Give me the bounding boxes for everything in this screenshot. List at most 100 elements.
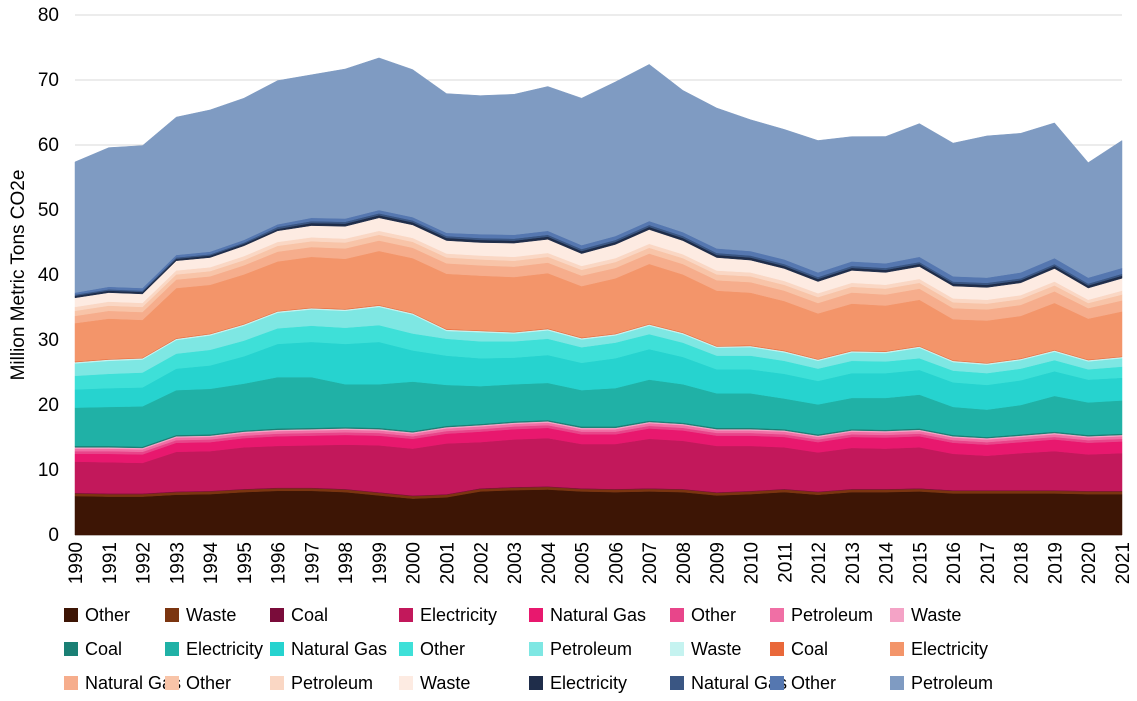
- legend-label: Coal: [85, 638, 123, 659]
- legend-item: Petroleum: [529, 635, 632, 663]
- x-tick-label: 2012: [809, 542, 830, 584]
- legend-item: Electricity: [399, 601, 497, 629]
- x-tick-label: 2019: [1046, 542, 1067, 584]
- x-tick-label: 2011: [775, 542, 796, 583]
- legend-item: Electricity: [529, 669, 627, 697]
- area-series-24-petroleum: [74, 57, 1123, 293]
- legend-swatch: [890, 676, 904, 690]
- legend-label: Waste: [911, 604, 962, 625]
- legend-label: Natural Gas: [85, 672, 182, 693]
- x-tick-label: 2021: [1113, 542, 1134, 584]
- legend-swatch: [64, 608, 78, 622]
- x-tick-label: 1991: [100, 542, 121, 584]
- legend-item: Other: [670, 601, 736, 629]
- legend-swatch: [670, 608, 684, 622]
- legend-item: Coal: [270, 601, 328, 629]
- legend-label: Waste: [420, 672, 471, 693]
- legend-item: Waste: [890, 601, 961, 629]
- y-tick-label: 0: [48, 525, 59, 546]
- x-tick-label: 1993: [167, 542, 188, 584]
- x-tick-label: 2004: [539, 542, 560, 585]
- y-tick-label: 20: [38, 395, 59, 416]
- legend-item: Natural Gas: [529, 601, 646, 629]
- legend-label: Natural Gas: [691, 672, 788, 693]
- legend-swatch: [890, 608, 904, 622]
- legend-swatch: [64, 642, 78, 656]
- x-tick-label: 2008: [674, 542, 695, 584]
- legend-swatch: [770, 676, 784, 690]
- legend-label: Coal: [791, 638, 829, 659]
- legend-item: Petroleum: [270, 669, 373, 697]
- x-tick-label: 1995: [235, 542, 256, 584]
- legend-label: Electricity: [420, 604, 498, 625]
- legend-label: Other: [85, 604, 131, 625]
- legend-label: Petroleum: [550, 638, 633, 659]
- legend-label: Electricity: [911, 638, 989, 659]
- legend-swatch: [529, 676, 543, 690]
- x-tick-label: 2016: [944, 542, 965, 584]
- legend-item: Electricity: [165, 635, 263, 663]
- x-tick-label: 1997: [302, 542, 323, 584]
- legend-swatch: [165, 642, 179, 656]
- legend-swatch: [770, 642, 784, 656]
- x-tick-label: 1999: [370, 542, 391, 584]
- y-tick-label: 10: [38, 460, 59, 481]
- legend-item: Waste: [165, 601, 236, 629]
- legend-label: Coal: [291, 604, 329, 625]
- x-tick-label: 1992: [134, 542, 155, 584]
- legend-swatch: [270, 642, 284, 656]
- x-tick-label: 2005: [573, 542, 594, 584]
- legend-label: Petroleum: [791, 604, 874, 625]
- legend-item: Electricity: [890, 635, 988, 663]
- y-tick-label: 30: [38, 330, 59, 351]
- legend-label: Other: [691, 604, 737, 625]
- x-tick-label: 2002: [471, 542, 492, 584]
- x-tick-label: 2007: [640, 542, 661, 584]
- legend-label: Natural Gas: [550, 604, 647, 625]
- y-tick-label: 80: [38, 5, 59, 26]
- legend-swatch: [64, 676, 78, 690]
- legend-swatch: [770, 608, 784, 622]
- legend-item: Natural Gas: [270, 635, 387, 663]
- legend-swatch: [165, 608, 179, 622]
- legend-label: Electricity: [186, 638, 264, 659]
- legend-item: Coal: [64, 635, 122, 663]
- x-tick-label: 2015: [910, 542, 931, 584]
- y-tick-label: 50: [38, 200, 59, 221]
- x-tick-label: 2003: [505, 542, 526, 584]
- x-tick-label: 1998: [336, 542, 357, 584]
- area-series-1-other: [74, 489, 1123, 536]
- legend-swatch: [270, 608, 284, 622]
- legend-item: Petroleum: [770, 601, 873, 629]
- x-tick-label: 2013: [843, 542, 864, 584]
- legend-label: Other: [420, 638, 466, 659]
- x-tick-label: 2020: [1079, 542, 1100, 584]
- legend-label: Electricity: [550, 672, 628, 693]
- x-tick-label: 2017: [978, 542, 999, 584]
- legend-swatch: [670, 676, 684, 690]
- legend-label: Natural Gas: [291, 638, 388, 659]
- x-tick-label: 2001: [438, 542, 459, 584]
- legend-item: Waste: [399, 669, 470, 697]
- x-tick-label: 2010: [742, 542, 763, 584]
- x-tick-label: 2000: [404, 542, 425, 584]
- axes: 0 10 20 30 40 50 60 70 80 1990 1991 1992 1993 1994 199…: [38, 5, 1134, 584]
- legend-swatch: [399, 676, 413, 690]
- y-tick-label: 70: [38, 70, 59, 91]
- legend-label: Other: [791, 672, 837, 693]
- legend-item: Petroleum: [890, 669, 993, 697]
- legend-swatch: [399, 608, 413, 622]
- legend-swatch: [165, 676, 179, 690]
- legend-swatch: [270, 676, 284, 690]
- legend-item: Waste: [670, 635, 741, 663]
- legend-item: Natural Gas: [64, 669, 181, 697]
- y-axis-title: Million Metric Tons CO2e: [8, 170, 29, 381]
- legend-item: Natural Gas: [670, 669, 787, 697]
- legend-label: Petroleum: [291, 672, 374, 693]
- x-tick-label: 1996: [269, 542, 290, 584]
- legend-label: Other: [186, 672, 232, 693]
- legend-label: Waste: [186, 604, 237, 625]
- legend-item: Coal: [770, 635, 828, 663]
- legend-swatch: [670, 642, 684, 656]
